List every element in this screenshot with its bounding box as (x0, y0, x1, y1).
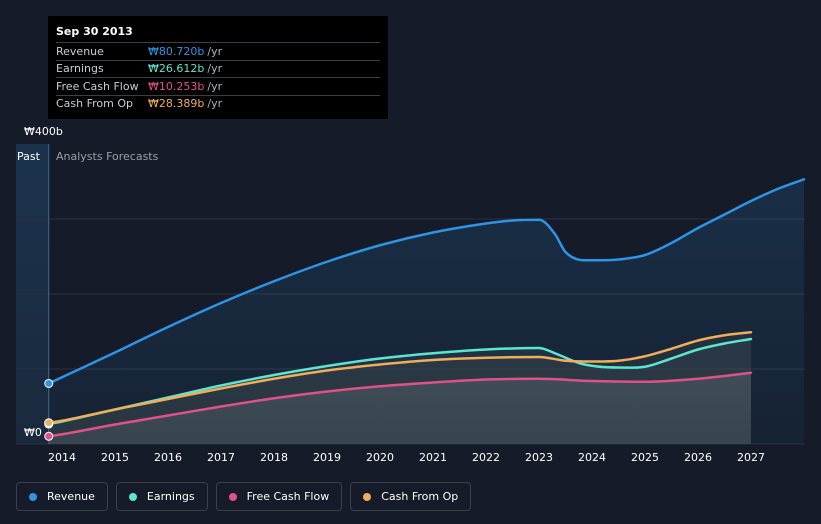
legend-label: Free Cash Flow (246, 490, 330, 503)
legend-item-free-cash-flow[interactable]: Free Cash Flow (215, 482, 343, 511)
legend-label: Cash From Op (381, 490, 459, 503)
revenue-area (48, 179, 804, 444)
tooltip-label: Earnings (56, 62, 104, 76)
legend-item-cash-from-op[interactable]: Cash From Op (350, 482, 472, 511)
tooltip-date: Sep 30 2013 (56, 25, 133, 38)
legend-label: Earnings (146, 490, 195, 503)
earnings-line (47, 337, 753, 426)
past-label: Past (17, 150, 40, 163)
x-tick-label: 2020 (366, 451, 394, 464)
y-axis-label-max: ₩400b (24, 125, 63, 138)
x-tick-label: 2023 (525, 451, 553, 464)
y-axis-label-zero: ₩0 (24, 426, 42, 439)
tooltip-label: Revenue (56, 44, 104, 58)
tooltip-row-revenue: Revenue ₩80.720b /yr (56, 42, 380, 60)
legend-item-earnings[interactable]: Earnings (115, 482, 208, 511)
tooltip-value: ₩80.720b (148, 44, 205, 58)
free-cash-flow-marker (44, 431, 54, 441)
tooltip-panel: Sep 30 2013 Revenue ₩80.720b /yr Earning… (48, 16, 388, 119)
revenue-dot-icon (29, 492, 37, 501)
x-tick-label: 2025 (631, 451, 659, 464)
x-tick-label: 2019 (313, 451, 341, 464)
revenue-marker (44, 378, 54, 388)
tooltip-unit: /yr (207, 79, 223, 93)
free-cash-flow-line (47, 371, 753, 438)
forecast-label: Analysts Forecasts (56, 150, 159, 163)
tooltip-row-earnings: Earnings ₩26.612b /yr (56, 59, 380, 78)
earnings-dot-icon (128, 492, 137, 501)
tooltip-unit: /yr (207, 44, 223, 58)
revenue-line (47, 178, 806, 385)
cash-from-op-line (47, 331, 753, 424)
tooltip-row-cash-from-op: Cash From Op ₩28.389b /yr (56, 94, 380, 113)
tooltip-value: ₩10.253b (148, 79, 205, 93)
legend-item-revenue[interactable]: Revenue (16, 482, 108, 511)
x-tick-label: 2024 (578, 451, 606, 464)
x-tick-label: 2021 (419, 451, 447, 464)
cash-from-op-marker (44, 418, 54, 428)
x-tick-label: 2018 (260, 451, 288, 464)
legend: Revenue Earnings Free Cash Flow Cash Fro… (16, 482, 472, 511)
x-tick-label: 2015 (101, 451, 129, 464)
tooltip-value: ₩28.389b (148, 97, 205, 111)
free-cash-flow-area (48, 372, 751, 444)
x-tick-label: 2014 (48, 451, 76, 464)
free-cash-flow-dot-icon (228, 492, 237, 501)
tooltip-label: Free Cash Flow (56, 79, 139, 93)
tooltip-label: Cash From Op (56, 97, 134, 111)
x-tick-label: 2026 (684, 451, 712, 464)
x-tick-label: 2027 (737, 451, 765, 464)
legend-label: Revenue (47, 490, 95, 503)
tooltip-value: ₩26.612b (148, 62, 205, 76)
tooltip-unit: /yr (207, 97, 223, 111)
x-tick-label: 2016 (154, 451, 182, 464)
tooltip-unit: /yr (207, 62, 223, 76)
x-tick-label: 2022 (472, 451, 500, 464)
cash-from-op-dot-icon (363, 492, 372, 501)
x-tick-label: 2017 (207, 451, 235, 464)
tooltip-row-free-cash-flow: Free Cash Flow ₩10.253b /yr (56, 77, 380, 95)
